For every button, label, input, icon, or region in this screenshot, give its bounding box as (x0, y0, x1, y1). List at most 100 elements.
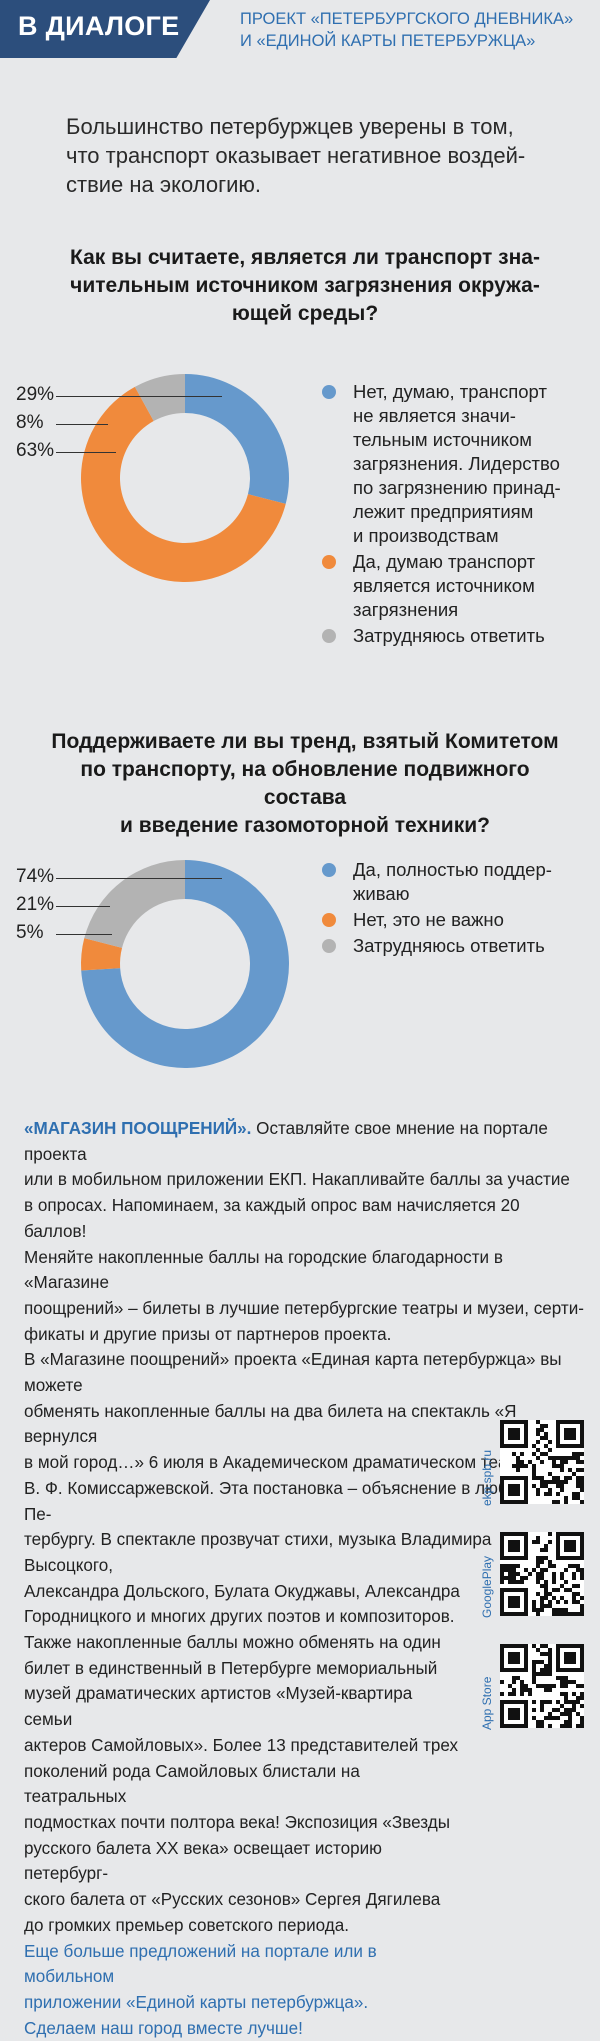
article-line: тербургу. В спектакле прозвучат стихи, м… (24, 1530, 492, 1575)
legend-swatch (322, 939, 336, 953)
legend-line: загрязнения. Лидерство (353, 453, 560, 474)
closing-line: приложении «Единой карты петербуржца». (24, 1992, 369, 2012)
legend-line: загрязнения (353, 599, 459, 620)
article-line: обменять накопленные баллы на два билета… (24, 1401, 517, 1447)
chart-1-title-line: Как вы считаете, является ли транспорт з… (70, 246, 540, 269)
chart-2-donut (81, 860, 290, 1068)
article-line: В «Магазине поощрений» проекта «Единая к… (24, 1350, 562, 1396)
legend-line: и производствам (353, 525, 499, 546)
article-line: билет в единственный в Петербурге мемори… (24, 1658, 438, 1678)
donut-slice (81, 860, 290, 1068)
donut-slice (134, 374, 185, 422)
article-line: фикаты и другие призы от партнеров проек… (24, 1324, 392, 1344)
legend-line: Нет, это не важно (353, 909, 504, 930)
article-line: музей драматических артистов «Музей-квар… (24, 1684, 413, 1730)
qr-label-text: ekp.spb.ru (480, 1449, 494, 1506)
slice-percent-label: 5% (16, 922, 44, 943)
section-tag-label: В ДИАЛОГЕ (18, 11, 180, 41)
slice-percent-label: 29% (16, 384, 55, 405)
article-line: Городницкого и многих других поэтов и ко… (24, 1607, 455, 1627)
chart-1-donut (81, 374, 289, 582)
qr-label: GooglePlay (480, 1532, 498, 1632)
legend-line: по загрязнению принад- (353, 477, 561, 498)
chart-2-title-line: и введение газомоторной техники? (120, 814, 490, 837)
article-line: Также накопленные баллы можно обменять н… (24, 1633, 441, 1653)
article-line: Меняйте накопленные баллы на городские б… (24, 1247, 503, 1293)
article-line: поколений рода Самойловых блистали на те… (24, 1761, 360, 1807)
legend-item: Нет, думаю, транспорт не является значи-т… (320, 380, 590, 548)
legend-line: тельным источником (353, 429, 532, 450)
article-line: ского балета от «Русских сезонов» Сергея… (24, 1890, 441, 1910)
article-line: поощрений» – билеты в лучшие петербургск… (24, 1298, 584, 1318)
legend-item: Да, думаю транспорт является источником за… (320, 550, 590, 622)
slice-percent-label: 63% (16, 440, 55, 461)
article-lead: «МАГАЗИН ПООЩРЕНИЙ». (24, 1119, 252, 1138)
subtitle-line-1: ПРОЕКТ «ПЕТЕРБУРГСКОГО ДНЕВНИКА» (240, 10, 574, 28)
leader-line (56, 452, 116, 453)
legend-swatch (322, 913, 336, 927)
legend-swatch (322, 629, 336, 643)
chart-2-title-line: Поддерживаете ли вы тренд, взятый Комите… (51, 730, 559, 753)
chart-1-title-line: чительным источником загрязнения окружа- (70, 274, 540, 297)
chart-1-title-line: ющей среды? (231, 302, 379, 325)
section-tag: В ДИАЛОГЕ (0, 0, 210, 58)
article-line: в мой город…» 6 июля в Академическом дра… (24, 1453, 565, 1473)
article-paragraph: «МАГАЗИН ПООЩРЕНИЙ». Оставляйте свое мне… (24, 1116, 584, 1167)
intro-line: Большинство петербуржцев уверены в том, (66, 114, 514, 139)
article-line: Оставляйте свое мнение на портале проект… (24, 1119, 548, 1164)
qr-label: ekp.spb.ru (480, 1420, 498, 1520)
leader-line (56, 906, 110, 907)
qr-code-icon (500, 1532, 584, 1616)
legend-line: живаю (353, 883, 410, 904)
intro-line: что транспорт оказывает негативное возде… (66, 143, 526, 168)
donut-slice (185, 374, 289, 504)
intro-line: ствие на экологию. (66, 172, 261, 197)
leader-line (56, 424, 108, 425)
legend-line: Затрудняюсь ответить (353, 625, 545, 646)
article-line: русского балета XX века» освещает истори… (24, 1838, 382, 1884)
intro-text: Большинство петербуржцев уверены в том, … (66, 112, 566, 199)
legend-line: является источником (353, 575, 535, 596)
slice-percent-label: 21% (16, 894, 55, 915)
article-narrow-column: Александра Дольского, Булата Окуджавы, А… (24, 1579, 464, 2041)
chart-2-legend: Да, полностью поддер-живаю Нет, это не ва… (320, 858, 590, 960)
donut-slice (81, 938, 123, 971)
legend-item: Затрудняюсь ответить (320, 934, 590, 958)
closing-line: Еще больше предложений на портале или в … (24, 1941, 377, 1987)
qr-code-icon (500, 1420, 584, 1504)
article-line: подмостках почти полтора века! Экспозици… (24, 1812, 450, 1832)
legend-item: Нет, это не важно (320, 908, 590, 932)
donut-slice (84, 860, 185, 948)
qr-label-text: App Store (480, 1676, 494, 1730)
qr-label: App Store (480, 1644, 498, 1744)
header: В ДИАЛОГЕ ПРОЕКТ «ПЕТЕРБУРГСКОГО ДНЕВНИК… (0, 0, 600, 60)
slice-percent-label: 74% (16, 866, 55, 887)
legend-line: Нет, думаю, транспорт (353, 381, 547, 402)
legend-line: Да, полностью поддер- (353, 859, 552, 880)
leader-line (56, 934, 112, 935)
leader-line (56, 396, 222, 397)
slice-percent-label: 8% (16, 412, 44, 433)
article-line: В. Ф. Комиссаржевской. Эта постановка – … (24, 1478, 584, 1524)
project-subtitle: ПРОЕКТ «ПЕТЕРБУРГСКОГО ДНЕВНИКА» И «ЕДИН… (240, 8, 600, 52)
article-line: до громких премьер советского периода. (24, 1915, 349, 1935)
legend-swatch (322, 385, 336, 399)
qr-label-text: GooglePlay (480, 1555, 494, 1618)
article-line: или в мобильном приложении ЕКП. Накаплив… (24, 1170, 570, 1190)
legend-swatch (322, 555, 336, 569)
chart-1-legend: Нет, думаю, транспорт не является значи-т… (320, 380, 590, 650)
subtitle-line-2: И «ЕДИНОЙ КАРТЫ ПЕТЕРБУРЖЦА» (240, 32, 536, 50)
legend-item: Затрудняюсь ответить (320, 624, 590, 648)
legend-item: Да, полностью поддер-живаю (320, 858, 590, 906)
donut-slice (81, 386, 286, 582)
chart-1-title: Как вы считаете, является ли транспорт з… (40, 244, 570, 328)
legend-line: Да, думаю транспорт (353, 551, 536, 572)
chart-2-title-line: по транспорту, на обновление подвижного … (80, 758, 530, 809)
article-line: актеров Самойловых». Более 13 представит… (24, 1735, 459, 1755)
leader-line (56, 878, 222, 879)
legend-line: Затрудняюсь ответить (353, 935, 545, 956)
article-line: в опросах. Напоминаем, за каждый опрос в… (24, 1196, 520, 1241)
legend-line: лежит предприятиям (353, 501, 534, 522)
chart-2-title: Поддерживаете ли вы тренд, взятый Комите… (40, 728, 570, 840)
closing-line: Сделаем наш город вместе лучше! (24, 2018, 303, 2038)
